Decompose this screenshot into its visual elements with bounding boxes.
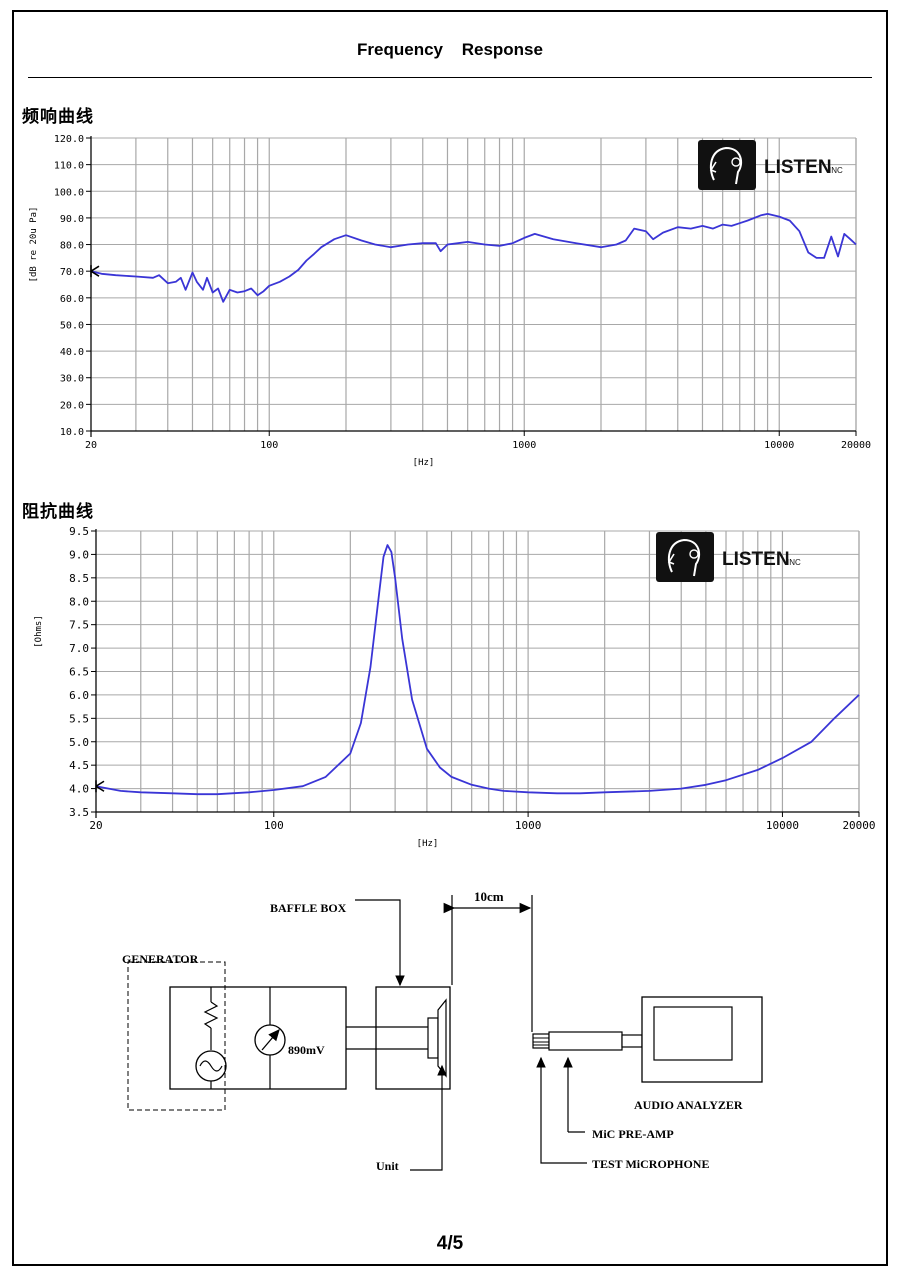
page-number: 4/5 xyxy=(436,1233,464,1254)
start-marker xyxy=(90,265,100,278)
frequency-response-chart: 10.0 20.0 30.0 40.0 50.0 60.0 70.0 80.0 90.0 100.… xyxy=(29,134,871,468)
logo-suffix: INC xyxy=(787,558,801,567)
x-tick-label: 10000 xyxy=(766,819,799,832)
logo-brand: LISTEN xyxy=(722,549,790,570)
x-tick-label: 100 xyxy=(260,440,278,451)
y-tick-label: 110.0 xyxy=(54,161,84,172)
y-tick-label: 70.0 xyxy=(60,267,84,278)
grid xyxy=(95,530,860,813)
title-rule xyxy=(28,77,872,78)
x-tick-label: 20 xyxy=(85,440,97,451)
y-tick-label: 6.0 xyxy=(69,689,89,702)
y-tick-label: 8.0 xyxy=(69,595,89,608)
y-tick-label: 20.0 xyxy=(60,400,84,411)
y-axis-label: [dB re 20u Pa] xyxy=(29,207,39,283)
x-tick-label: 20 xyxy=(89,819,102,832)
y-tick-label: 3.5 xyxy=(69,806,89,819)
y-tick-label: 120.0 xyxy=(54,134,84,145)
logo-brand: LISTEN xyxy=(764,157,832,178)
y-tick-label: 4.5 xyxy=(69,759,89,772)
frequency-section-title: 频响曲线 xyxy=(22,107,94,127)
y-tick-label: 8.5 xyxy=(69,572,89,585)
grid xyxy=(90,137,857,432)
y-tick-label: 80.0 xyxy=(60,241,84,252)
page-title: Frequency Response xyxy=(357,40,543,59)
impedance-chart: 3.5 4.0 4.5 5.0 5.5 6.0 6.5 7.0 7.5 8.0 8.5 9.0 9.5 2… xyxy=(34,525,876,849)
x-tick-label: 20000 xyxy=(841,440,871,451)
y-tick-label: 5.5 xyxy=(69,712,89,725)
x-axis-label: [Hz] xyxy=(413,458,435,468)
y-tick-label: 90.0 xyxy=(60,214,84,225)
x-tick-label: 20000 xyxy=(842,819,875,832)
y-tick-label: 4.0 xyxy=(69,783,89,796)
y-tick-label: 7.5 xyxy=(69,619,89,632)
y-tick-label: 10.0 xyxy=(60,427,84,438)
x-tick-label: 100 xyxy=(264,819,284,832)
page-frame xyxy=(12,10,888,1266)
series-line xyxy=(90,212,857,303)
start-marker xyxy=(95,780,105,793)
x-tick-label: 1000 xyxy=(515,819,542,832)
series-line xyxy=(95,544,860,796)
y-tick-label: 9.0 xyxy=(69,548,89,561)
head-profile-icon xyxy=(709,146,743,185)
y-tick-label: 5.0 xyxy=(69,736,89,749)
y-tick-label: 7.0 xyxy=(69,642,89,655)
logo-suffix: INC xyxy=(829,166,843,175)
y-tick-label: 100.0 xyxy=(54,187,84,198)
y-tick-label: 50.0 xyxy=(60,320,84,331)
y-tick-label: 30.0 xyxy=(60,374,84,385)
x-axis-label: [Hz] xyxy=(417,839,439,849)
y-tick-label: 60.0 xyxy=(60,294,84,305)
y-tick-label: 6.5 xyxy=(69,666,89,679)
y-tick-label: 9.5 xyxy=(69,525,89,538)
y-axis-label: [Ohms] xyxy=(34,615,44,648)
x-tick-label: 10000 xyxy=(764,440,794,451)
x-tick-label: 1000 xyxy=(512,440,536,451)
impedance-section-title: 阻抗曲线 xyxy=(22,502,94,522)
head-profile-icon xyxy=(667,538,701,577)
y-tick-label: 40.0 xyxy=(60,347,84,358)
